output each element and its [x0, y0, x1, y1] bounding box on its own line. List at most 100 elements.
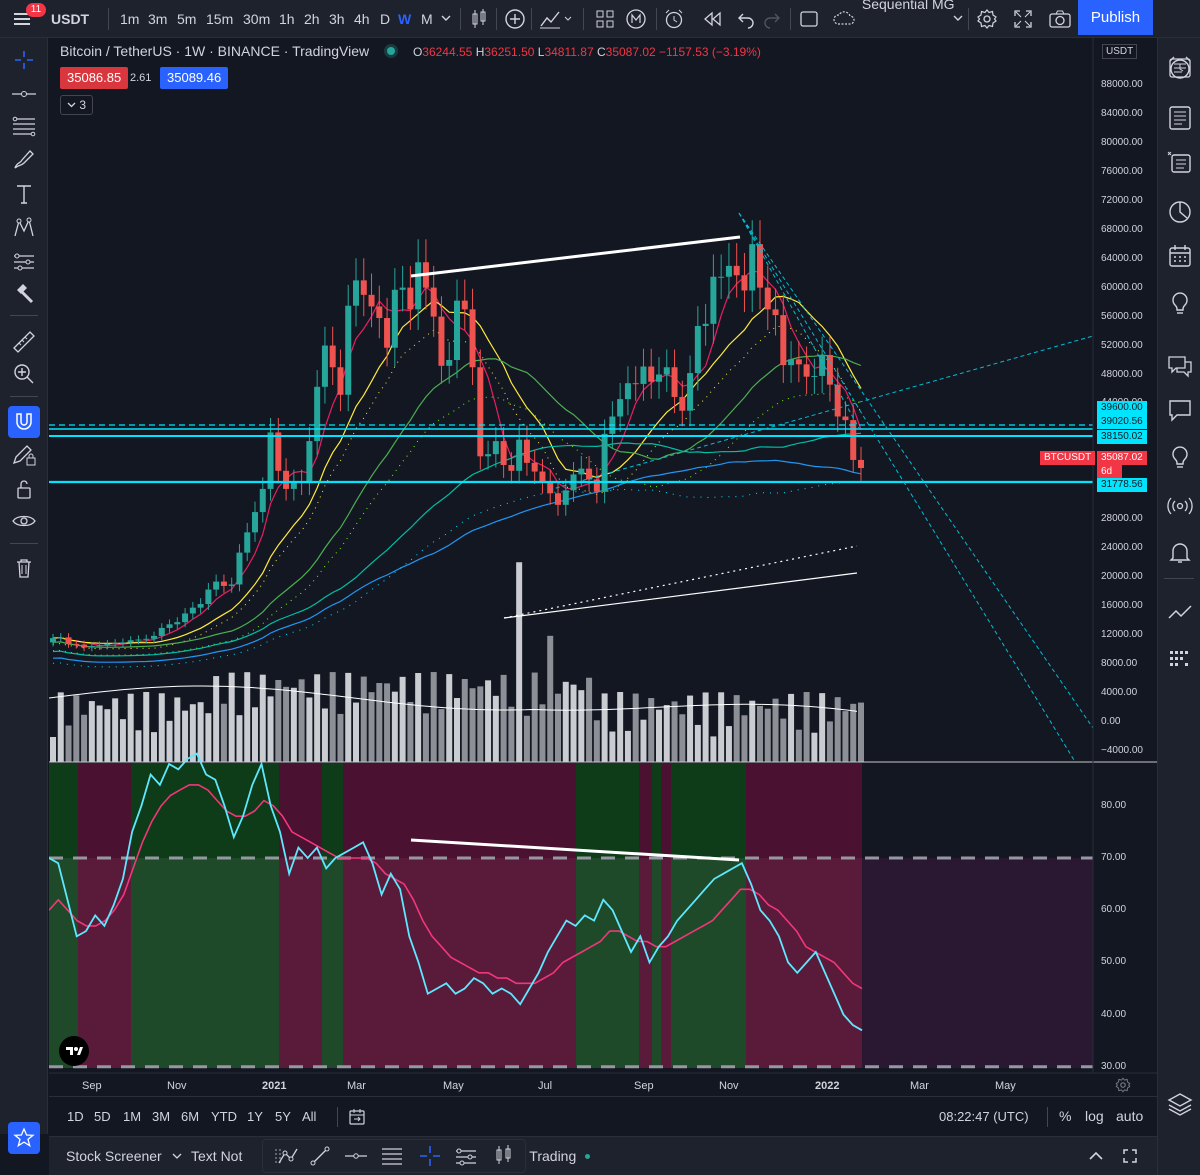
indicators-button[interactable]	[538, 7, 572, 31]
interval-w[interactable]: W	[398, 11, 412, 27]
magnet-tool[interactable]	[8, 406, 40, 438]
indicators-collapse-toggle[interactable]: 3	[60, 95, 94, 115]
draw-trendline-tool[interactable]	[305, 1141, 335, 1171]
prediction-tool[interactable]	[8, 246, 40, 278]
auto-scale-toggle[interactable]: auto	[1116, 1108, 1144, 1124]
sell-button[interactable]: 35086.85	[60, 67, 129, 89]
calendar-button[interactable]	[1164, 240, 1196, 272]
buy-button[interactable]: 35089.46	[160, 67, 229, 89]
interval-1h[interactable]: 1h	[279, 11, 295, 27]
ideas-button[interactable]	[624, 7, 648, 31]
right-panel-toggle[interactable]	[1160, 0, 1200, 38]
interval-dropdown[interactable]	[441, 0, 451, 38]
interval-d[interactable]: D	[380, 11, 391, 27]
streams-button[interactable]	[1164, 490, 1196, 522]
ideas-stream-button[interactable]	[1164, 288, 1196, 320]
fan-line[interactable]	[548, 335, 1094, 491]
interval-30m[interactable]: 30m	[243, 11, 271, 27]
price-axis[interactable]: USDT 88000.00 84000.00 80000.00 76000.00 720…	[1094, 38, 1157, 762]
measure-tool[interactable]	[8, 326, 40, 358]
redo-button[interactable]	[760, 7, 784, 31]
interval-15m[interactable]: 15m	[206, 11, 234, 27]
interval-4h[interactable]: 4h	[354, 11, 370, 27]
lock-drawings-tool[interactable]	[8, 473, 40, 505]
object-tree-button[interactable]	[8, 1122, 40, 1154]
trendline-tool[interactable]	[8, 78, 40, 110]
clock-display[interactable]: 08:22:47 (UTC)	[939, 1109, 1029, 1124]
symbol-search[interactable]: USDT	[51, 11, 90, 27]
range-all[interactable]: All	[302, 1109, 317, 1124]
fan-line[interactable]	[738, 212, 1075, 761]
hotlist-button[interactable]	[1164, 146, 1196, 178]
interval-2h[interactable]: 2h	[304, 11, 320, 27]
range-ytd[interactable]: YTD	[211, 1109, 237, 1124]
interval-5m[interactable]: 5m	[177, 11, 197, 27]
templates-button[interactable]	[593, 7, 617, 31]
dom-button[interactable]	[1164, 642, 1196, 674]
draw-crosshair-tool[interactable]	[415, 1141, 445, 1171]
symbol-title[interactable]: Bitcoin / TetherUS · 1W · BINANCE · Trad…	[60, 43, 370, 59]
draw-parallel-tool[interactable]	[451, 1141, 481, 1171]
alarm-button[interactable]	[1164, 52, 1196, 84]
text-tool[interactable]	[8, 178, 40, 210]
draw-fib-tool[interactable]	[377, 1141, 407, 1171]
divergence-trendline[interactable]	[410, 235, 741, 278]
interval-m[interactable]: M	[421, 11, 433, 27]
text-notes-tab[interactable]: Text Not	[191, 1148, 243, 1164]
range-5d[interactable]: 5D	[94, 1109, 111, 1124]
axis-settings-button[interactable]	[1114, 1076, 1132, 1094]
layout-button[interactable]: Sequential MG	[832, 0, 955, 38]
range-1d[interactable]: 1D	[67, 1109, 84, 1124]
trading-panel-tab[interactable]: r Trading	[521, 1148, 591, 1164]
collapse-panel-button[interactable]	[1087, 1147, 1105, 1165]
zoom-tool[interactable]	[8, 358, 40, 390]
icon-tool[interactable]	[8, 279, 40, 311]
notifications-button[interactable]	[1164, 536, 1196, 568]
draw-candles-tool[interactable]	[489, 1141, 519, 1171]
stay-in-drawing-tool[interactable]	[8, 439, 40, 471]
settings-button[interactable]	[975, 7, 999, 31]
percent-scale-toggle[interactable]: %	[1059, 1108, 1072, 1124]
interval-3h[interactable]: 3h	[329, 11, 345, 27]
crosshair-tool[interactable]	[8, 44, 40, 76]
remove-drawings-tool[interactable]	[8, 552, 40, 584]
time-axis[interactable]: Sep Nov 2021 Mar May Jul Sep Nov 2022 Mar May	[49, 1074, 1094, 1096]
fib-tool[interactable]	[8, 110, 40, 142]
maximize-panel-button[interactable]	[1121, 1147, 1139, 1165]
fan-line[interactable]	[738, 212, 1094, 729]
snapshot-button[interactable]	[1047, 7, 1073, 31]
range-6m[interactable]: 6M	[181, 1109, 200, 1124]
pattern-tool[interactable]	[8, 212, 40, 244]
fullscreen-button[interactable]	[1011, 7, 1035, 31]
layers-button[interactable]	[1164, 1088, 1196, 1120]
trading-panel-button[interactable]	[1164, 596, 1196, 628]
layout-dropdown[interactable]	[953, 0, 963, 38]
log-scale-toggle[interactable]: log	[1085, 1108, 1104, 1124]
goto-date-button[interactable]	[347, 1107, 367, 1127]
hide-drawings-tool[interactable]	[8, 505, 40, 537]
data-window-button[interactable]	[1164, 102, 1196, 134]
publish-button[interactable]: Publish	[1078, 0, 1153, 35]
brush-tool[interactable]	[8, 144, 40, 176]
interval-1m[interactable]: 1m	[120, 11, 140, 27]
chats-button[interactable]	[1164, 350, 1196, 382]
draw-polyline-tool[interactable]	[273, 1141, 303, 1171]
menu-button[interactable]	[10, 8, 36, 30]
replay-button[interactable]	[700, 7, 724, 31]
range-5y[interactable]: 5Y	[275, 1109, 291, 1124]
calendar-history-button[interactable]	[1164, 196, 1196, 228]
price-chart[interactable]	[49, 38, 1157, 1096]
drag-handle[interactable]	[263, 1141, 281, 1171]
undo-button[interactable]	[734, 7, 758, 31]
range-3m[interactable]: 3M	[152, 1109, 171, 1124]
stock-screener-tab[interactable]: Stock Screener	[66, 1148, 182, 1164]
candle-type-button[interactable]	[467, 7, 491, 31]
range-1y[interactable]: 1Y	[247, 1109, 263, 1124]
range-1m[interactable]: 1M	[123, 1109, 142, 1124]
chat-rooms-button[interactable]	[1164, 394, 1196, 426]
rsi-axis[interactable]: 80.00 70.00 60.00 50.00 40.00 30.00	[1094, 762, 1157, 1072]
indicators-add-button[interactable]	[503, 7, 527, 31]
fan-line[interactable]	[738, 212, 860, 429]
rsi-divergence-trendline[interactable]	[410, 838, 740, 862]
draw-hline-tool[interactable]	[341, 1141, 371, 1171]
